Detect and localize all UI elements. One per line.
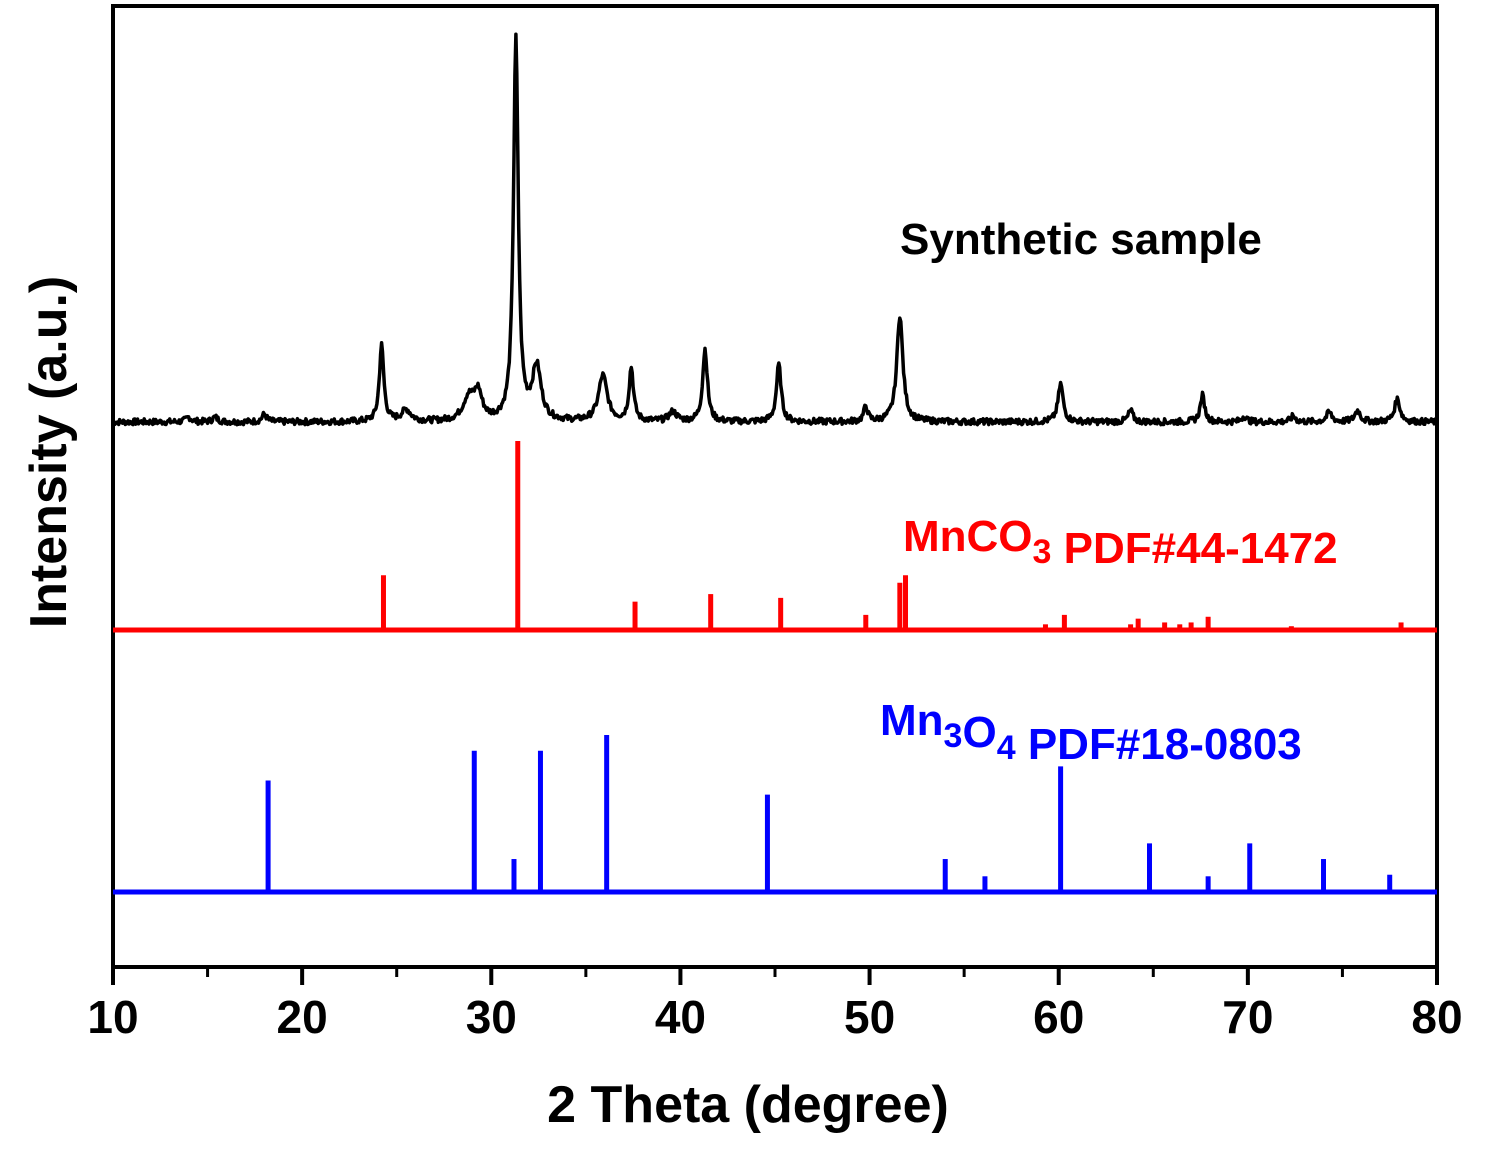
subscript: 4: [997, 729, 1016, 767]
label-text: Mn: [880, 696, 944, 745]
series-line-synthetic-sample: [112, 32, 1439, 427]
plot-frame: [111, 4, 1439, 969]
label-text: MnCO: [903, 512, 1033, 561]
x-axis-ticks: 10 20 30 40 50 60 70 80: [87, 967, 1463, 1043]
series-label-synthetic-sample: Synthetic sample: [900, 215, 1262, 264]
x-tick-label-50: 50: [844, 991, 895, 1043]
series-label-mnco3: MnCO3 PDF#44-1472: [903, 512, 1338, 573]
x-tick-label-60: 60: [1033, 991, 1084, 1043]
x-tick-label-40: 40: [655, 991, 706, 1043]
label-text: PDF#44-1472: [1051, 524, 1337, 573]
subscript: 3: [944, 717, 963, 755]
x-tick-label-20: 20: [277, 991, 328, 1043]
x-tick-label-30: 30: [466, 991, 517, 1043]
x-tick-label-80: 80: [1411, 991, 1462, 1043]
x-tick-label-70: 70: [1222, 991, 1273, 1043]
series-layer: [112, 32, 1439, 895]
x-axis-label: 2 Theta (degree): [547, 1076, 949, 1134]
series-label-mn3o4: Mn3O4 PDF#18-0803: [880, 696, 1302, 769]
subscript: 3: [1033, 533, 1052, 571]
y-axis-label: Intensity (a.u.): [20, 276, 78, 628]
x-tick-label-10: 10: [87, 991, 138, 1043]
label-text: PDF#18-0803: [1016, 720, 1302, 769]
label-text: Synthetic sample: [900, 215, 1262, 264]
label-text: O: [962, 708, 996, 757]
